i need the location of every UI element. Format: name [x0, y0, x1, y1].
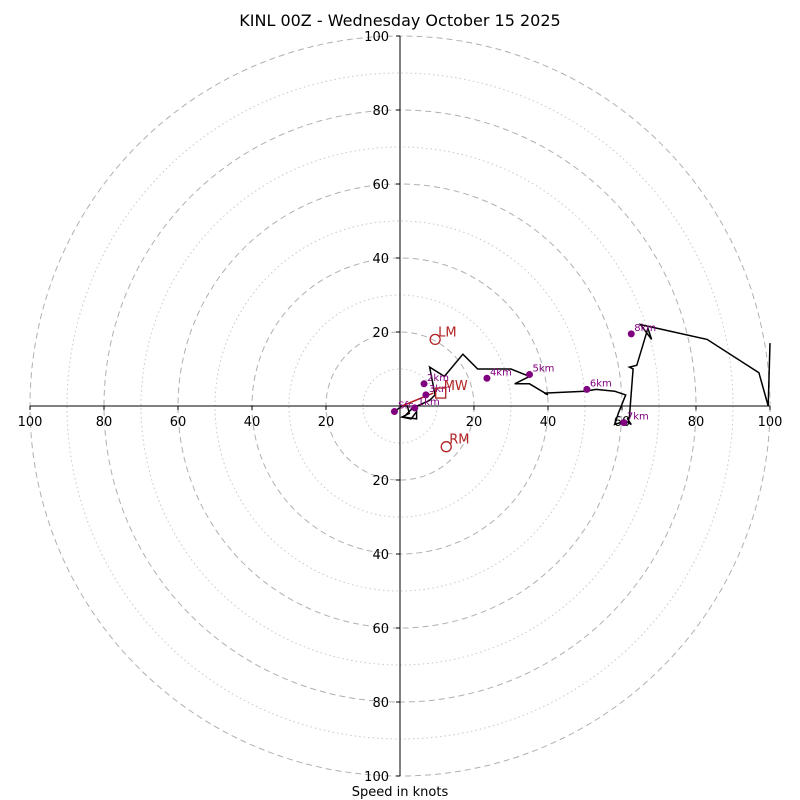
height-marker-label: 4km	[490, 367, 512, 378]
x-tick-label: 80	[688, 415, 705, 430]
height-marker-label: 7km	[627, 412, 649, 423]
y-tick-label: 40	[372, 548, 389, 563]
x-tick-label: 100	[758, 415, 783, 430]
storm-motion-label: RM	[449, 433, 469, 448]
y-tick-label: 100	[364, 770, 389, 785]
height-marker-label: 5km	[533, 364, 555, 375]
storm-motion-label: MW	[444, 379, 468, 394]
height-marker	[420, 380, 428, 388]
y-tick-label: 40	[372, 252, 389, 267]
height-marker	[583, 385, 591, 393]
height-marker	[483, 374, 491, 382]
height-marker	[411, 404, 419, 412]
height-marker	[390, 408, 398, 416]
height-marker	[526, 371, 533, 379]
x-tick-label: 40	[244, 415, 261, 430]
height-marker-label: 1km	[418, 397, 440, 408]
surface-label: Sfc	[398, 401, 413, 412]
x-tick-label: 20	[466, 415, 483, 430]
height-marker-label: 3km	[429, 384, 451, 395]
wind-trace	[393, 323, 771, 426]
x-tick-label: 100	[18, 415, 43, 430]
y-tick-label: 80	[372, 104, 389, 119]
x-tick-label: 60	[170, 415, 187, 430]
y-tick-label: 60	[372, 178, 389, 193]
x-tick-label: 80	[96, 415, 113, 430]
x-tick-label: 20	[318, 415, 335, 430]
y-tick-label: 20	[372, 474, 389, 489]
mean-wind-marker	[435, 387, 447, 399]
x-tick-label: 40	[540, 415, 557, 430]
height-marker	[620, 419, 628, 427]
y-tick-label: 20	[372, 326, 389, 341]
height-marker	[422, 391, 430, 399]
storm-motion-label: LM	[438, 325, 456, 340]
storm-motion-marker	[429, 333, 441, 346]
height-marker	[627, 330, 635, 338]
x-axis-label: Speed in knots	[352, 785, 449, 800]
height-marker-label: 6km	[590, 378, 612, 389]
storm-motion-marker	[440, 441, 452, 453]
y-tick-label: 100	[364, 30, 389, 45]
chart-title: KINL 00Z - Wednesday October 15 2025	[239, 11, 560, 30]
height-marker-label: 8km	[634, 323, 656, 334]
height-marker-label: 2km	[427, 373, 449, 384]
y-tick-label: 60	[372, 622, 389, 637]
y-tick-label: 80	[372, 696, 389, 711]
